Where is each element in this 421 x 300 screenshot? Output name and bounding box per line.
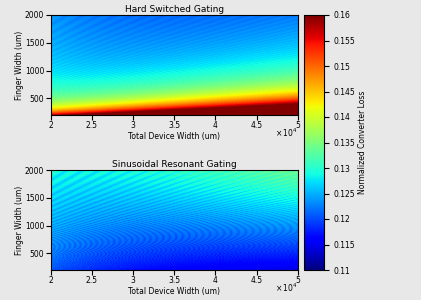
Y-axis label: Finger Width (um): Finger Width (um) xyxy=(14,185,24,255)
Y-axis label: Normalized Converter Loss: Normalized Converter Loss xyxy=(358,91,368,194)
Text: $\times\,10^4$: $\times\,10^4$ xyxy=(275,127,298,139)
X-axis label: Total Device Width (um): Total Device Width (um) xyxy=(128,132,220,141)
X-axis label: Total Device Width (um): Total Device Width (um) xyxy=(128,286,220,296)
Text: $\times\,10^4$: $\times\,10^4$ xyxy=(275,282,298,294)
Title: Sinusoidal Resonant Gating: Sinusoidal Resonant Gating xyxy=(112,160,237,169)
Y-axis label: Finger Width (um): Finger Width (um) xyxy=(14,30,24,100)
Title: Hard Switched Gating: Hard Switched Gating xyxy=(125,5,224,14)
